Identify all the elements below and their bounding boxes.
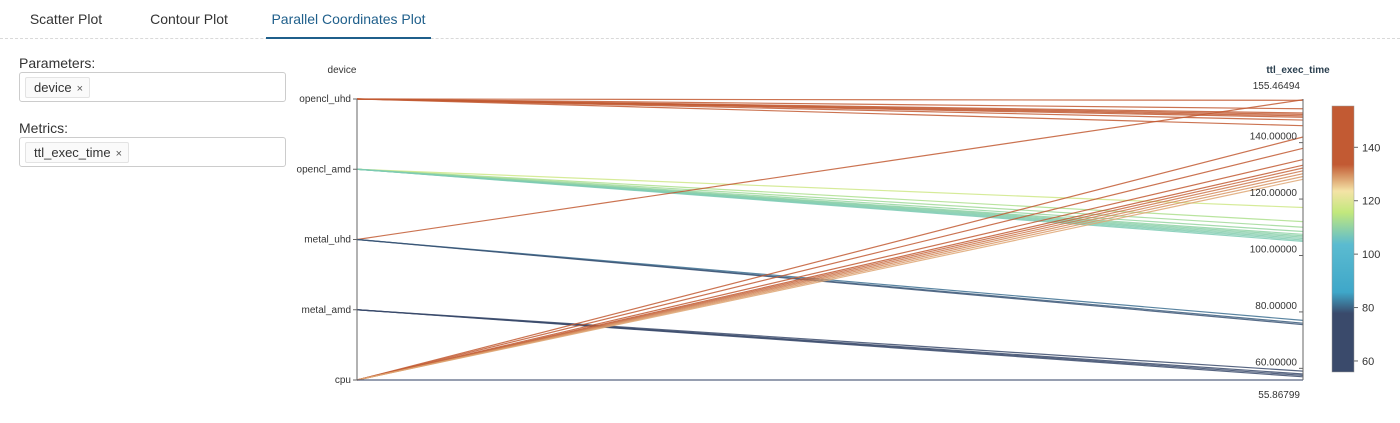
metrics-label: Metrics:: [19, 120, 68, 136]
time-tick-label: 120.00000: [1250, 188, 1298, 199]
axis-max-label: 155.46494: [1253, 81, 1301, 92]
parameters-label: Parameters:: [19, 55, 96, 71]
data-line: [356, 98, 1304, 127]
device-tick-label: opencl_amd: [297, 164, 351, 175]
axis-title-ttl-exec-time: ttl_exec_time: [1266, 65, 1330, 76]
data-line: [356, 238, 1304, 326]
data-line: [356, 158, 1304, 381]
data-line: [356, 98, 1304, 101]
device-tick-label: metal_amd: [302, 305, 351, 316]
axis-min-label: 55.86799: [1258, 390, 1300, 401]
device-tick-label: cpu: [335, 375, 351, 386]
data-line: [356, 309, 1304, 378]
data-line: [356, 178, 1304, 381]
tab-contour-plot[interactable]: Contour Plot: [150, 11, 228, 27]
axis-title-device: device: [328, 65, 357, 76]
colorbar-tick-label: 120: [1362, 196, 1380, 208]
data-line: [356, 147, 1304, 381]
parameter-chip-device: device ×: [25, 77, 91, 98]
parameters-select[interactable]: device ×: [19, 72, 286, 102]
tab-parallel-coordinates-plot[interactable]: Parallel Coordinates Plot: [266, 0, 431, 39]
parallel-coordinates-chart: device opencl_uhd opencl_amd metal_uhdmeta…: [297, 65, 1381, 401]
remove-chip-icon[interactable]: ×: [115, 148, 123, 160]
time-tick-label: 140.00000: [1250, 132, 1298, 143]
data-line: [356, 99, 1304, 241]
data-line: [356, 98, 1304, 110]
colorbar-tick-label: 60: [1362, 356, 1374, 368]
data-line: [356, 168, 1304, 242]
data-line: [356, 136, 1304, 381]
time-tick-label: 80.00000: [1255, 301, 1297, 312]
colorbar: [1331, 105, 1355, 373]
metrics-select[interactable]: ttl_exec_time ×: [19, 137, 286, 167]
data-line: [356, 98, 1304, 121]
data-line: [356, 168, 1304, 223]
chip-label: ttl_exec_time: [34, 145, 111, 160]
tab-scatter-plot[interactable]: Scatter Plot: [29, 11, 103, 27]
device-tick-label: opencl_uhd: [299, 94, 351, 105]
time-tick-label: 100.00000: [1250, 244, 1298, 255]
chip-label: device: [34, 80, 72, 95]
colorbar-tick-label: 100: [1362, 249, 1380, 261]
device-tick-label: metal_uhd: [304, 235, 351, 246]
colorbar-tick-label: 80: [1362, 303, 1374, 315]
colorbar-tick-label: 140: [1362, 142, 1380, 154]
data-line: [356, 168, 1304, 228]
metric-chip-ttl-exec-time: ttl_exec_time ×: [25, 142, 130, 163]
tab-bar: Scatter Plot Contour Plot Parallel Coord…: [0, 0, 1400, 39]
time-tick-label: 60.00000: [1255, 357, 1297, 368]
remove-chip-icon[interactable]: ×: [76, 83, 84, 95]
